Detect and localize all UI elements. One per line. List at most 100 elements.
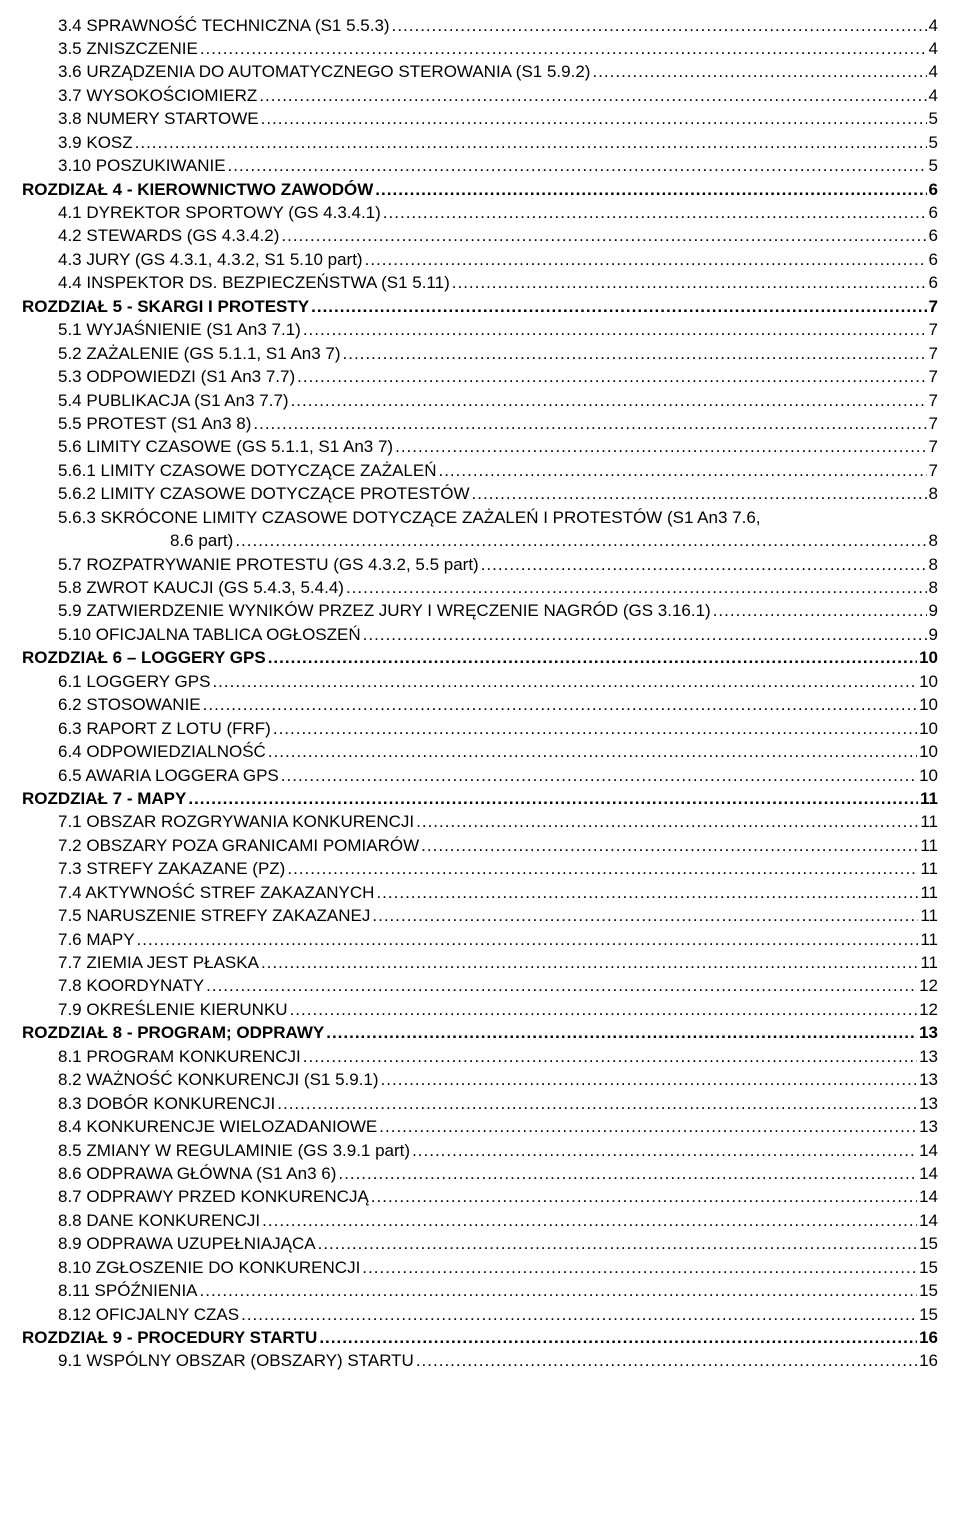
toc-entry: ROZDIZAŁ 4 - KIEROWNICTWO ZAWODÓW6 — [22, 179, 938, 202]
toc-page-number: 4 — [929, 15, 938, 38]
toc-page-number: 13 — [919, 1116, 938, 1139]
toc-leader-dots — [472, 483, 927, 506]
toc-label: 9.1 WSPÓLNY OBSZAR (OBSZARY) STARTU — [58, 1350, 414, 1373]
toc-entry: 5.6 LIMITY CZASOWE (GS 5.1.1, S1 An3 7)7 — [22, 436, 938, 459]
toc-entry: 3.10 POSZUKIWANIE 5 — [22, 155, 938, 178]
toc-label: 7.3 STREFY ZAKAZANE (PZ) — [58, 858, 285, 881]
toc-label: 5.10 OFICJALNA TABLICA OGŁOSZEŃ — [58, 624, 361, 647]
toc-label: 7.1 OBSZAR ROZGRYWANIA KONKURENCJI — [58, 811, 414, 834]
toc-page-number: 16 — [919, 1350, 938, 1373]
toc-label: 3.6 URZĄDZENIA DO AUTOMATYCZNEGO STEROWA… — [58, 61, 590, 84]
toc-leader-dots — [326, 1022, 917, 1045]
toc-label: ROZDZIAŁ 6 – LOGGERY GPS — [22, 647, 266, 670]
toc-page-number: 15 — [919, 1233, 938, 1256]
toc-leader-dots — [311, 296, 926, 319]
toc-leader-dots — [241, 1304, 917, 1327]
toc-entry: 6.1 LOGGERY GPS10 — [22, 671, 938, 694]
toc-leader-dots — [713, 600, 927, 623]
toc-entry: 3.4 SPRAWNOŚĆ TECHNICZNA (S1 5.5.3)4 — [22, 15, 938, 38]
toc-entry: 3.8 NUMERY STARTOWE5 — [22, 108, 938, 131]
toc-entry: 4.1 DYREKTOR SPORTOWY (GS 4.3.4.1)6 — [22, 202, 938, 225]
toc-leader-dots — [200, 38, 927, 61]
toc-label: 5.6.1 LIMITY CZASOWE DOTYCZĄCE ZAŻALEŃ — [58, 460, 436, 483]
toc-entry: 8.8 DANE KONKURENCJI14 — [22, 1210, 938, 1233]
toc-entry: 8.7 ODPRAWY PRZED KONKURENCJĄ14 — [22, 1186, 938, 1209]
toc-leader-dots — [592, 61, 926, 84]
toc-leader-dots — [235, 530, 926, 553]
toc-leader-dots — [362, 1257, 917, 1280]
toc-label: 5.3 ODPOWIEDZI (S1 An3 7.7) — [58, 366, 295, 389]
toc-entry: 6.2 STOSOWANIE10 — [22, 694, 938, 717]
toc-label: ROZDIZAŁ 4 - KIEROWNICTWO ZAWODÓW — [22, 179, 373, 202]
toc-label: 6.2 STOSOWANIE — [58, 694, 201, 717]
toc-entry: ROZDZIAŁ 7 - MAPY11 — [22, 788, 938, 811]
toc-leader-dots — [206, 975, 917, 998]
toc-leader-dots — [281, 765, 917, 788]
toc-leader-dots — [188, 788, 918, 811]
toc-page-number: 5 — [929, 132, 938, 155]
toc-page-number: 13 — [919, 1022, 938, 1045]
toc-entry: 8.9 ODPRAWA UZUPEŁNIAJĄCA15 — [22, 1233, 938, 1256]
toc-entry: 4.2 STEWARDS (GS 4.3.4.2)6 — [22, 225, 938, 248]
toc-page-number: 14 — [919, 1210, 938, 1233]
toc-label: 7.8 KOORDYNATY — [58, 975, 204, 998]
toc-leader-dots — [363, 624, 927, 647]
toc-entry: 7.2 OBSZARY POZA GRANICAMI POMIARÓW11 — [22, 835, 938, 858]
toc-page-number: 11 — [920, 952, 938, 975]
toc-leader-dots — [281, 225, 926, 248]
toc-leader-dots — [421, 835, 918, 858]
toc-leader-dots — [268, 741, 917, 764]
toc-entry: ROZDZIAŁ 5 - SKARGI I PROTESTY7 — [22, 296, 938, 319]
toc-leader-dots — [273, 718, 917, 741]
toc-page-number: 10 — [919, 647, 938, 670]
toc-leader-dots — [200, 1280, 918, 1303]
toc-label: 5.6 LIMITY CZASOWE (GS 5.1.1, S1 An3 7) — [58, 436, 393, 459]
toc-label: 7.7 ZIEMIA JEST PŁASKA — [58, 952, 259, 975]
toc-entry: 3.6 URZĄDZENIA DO AUTOMATYCZNEGO STEROWA… — [22, 61, 938, 84]
toc-page-number: 4 — [929, 61, 938, 84]
toc-label: 6.4 ODPOWIEDZIALNOŚĆ — [58, 741, 266, 764]
toc-label: 5.8 ZWROT KAUCJI (GS 5.4.3, 5.4.4) — [58, 577, 344, 600]
toc-page-number: 7 — [929, 460, 938, 483]
toc-page-number: 15 — [919, 1257, 938, 1280]
toc-leader-dots — [277, 1093, 917, 1116]
toc-label: 6.5 AWARIA LOGGERA GPS — [58, 765, 279, 788]
toc-entry: 7.9 OKREŚLENIE KIERUNKU12 — [22, 999, 938, 1022]
toc-leader-dots — [259, 85, 926, 108]
toc-page-number: 5 — [929, 155, 938, 178]
toc-leader-dots — [261, 108, 927, 131]
toc-entry: 5.1 WYJAŚNIENIE (S1 An3 7.1)7 — [22, 319, 938, 342]
toc-label: 5.7 ROZPATRYWANIE PROTESTU (GS 4.3.2, 5.… — [58, 554, 479, 577]
toc-page-number: 13 — [919, 1069, 938, 1092]
toc-entry: 7.1 OBSZAR ROZGRYWANIA KONKURENCJI11 — [22, 811, 938, 834]
toc-leader-dots — [371, 1186, 917, 1209]
toc-entry: 8.1 PROGRAM KONKURENCJI 13 — [22, 1046, 938, 1069]
toc-label: 5.5 PROTEST (S1 An3 8) — [58, 413, 251, 436]
toc-page-number: 13 — [919, 1046, 938, 1069]
toc-page-number: 11 — [920, 929, 938, 952]
toc-leader-dots — [452, 272, 927, 295]
toc-entry: 8.11 SPÓŹNIENIA15 — [22, 1280, 938, 1303]
toc-entry: ROZDZIAŁ 9 - PROCEDURY STARTU16 — [22, 1327, 938, 1350]
toc-label: 3.9 KOSZ — [58, 132, 133, 155]
toc-entry: 5.3 ODPOWIEDZI (S1 An3 7.7)7 — [22, 366, 938, 389]
toc-leader-dots — [253, 413, 926, 436]
toc-page-number: 11 — [920, 882, 938, 905]
toc-page-number: 12 — [919, 975, 938, 998]
toc-leader-dots — [372, 905, 918, 928]
toc-entry-continuation: 8.6 part)8 — [22, 530, 938, 553]
toc-entry: ROZDZIAŁ 6 – LOGGERY GPS 10 — [22, 647, 938, 670]
toc-label: 7.4 AKTYWNOŚĆ STREF ZAKAZANYCH — [58, 882, 374, 905]
toc-page-number: 16 — [919, 1327, 938, 1350]
toc-page-number: 5 — [929, 108, 938, 131]
toc-page-number: 8 — [929, 554, 938, 577]
toc-label: 3.10 POSZUKIWANIE — [58, 155, 226, 178]
toc-label: 8.11 SPÓŹNIENIA — [58, 1280, 198, 1303]
toc-entry: 5.9 ZATWIERDZENIE WYNIKÓW PRZEZ JURY I W… — [22, 600, 938, 623]
toc-label: 8.1 PROGRAM KONKURENCJI — [58, 1046, 301, 1069]
toc-label: 5.4 PUBLIKACJA (S1 An3 7.7) — [58, 390, 289, 413]
toc-page-number: 7 — [929, 296, 938, 319]
toc-entry: 8.5 ZMIANY W REGULAMINIE (GS 3.9.1 part)… — [22, 1140, 938, 1163]
toc-leader-dots — [262, 1210, 917, 1233]
toc-leader-dots — [297, 366, 926, 389]
